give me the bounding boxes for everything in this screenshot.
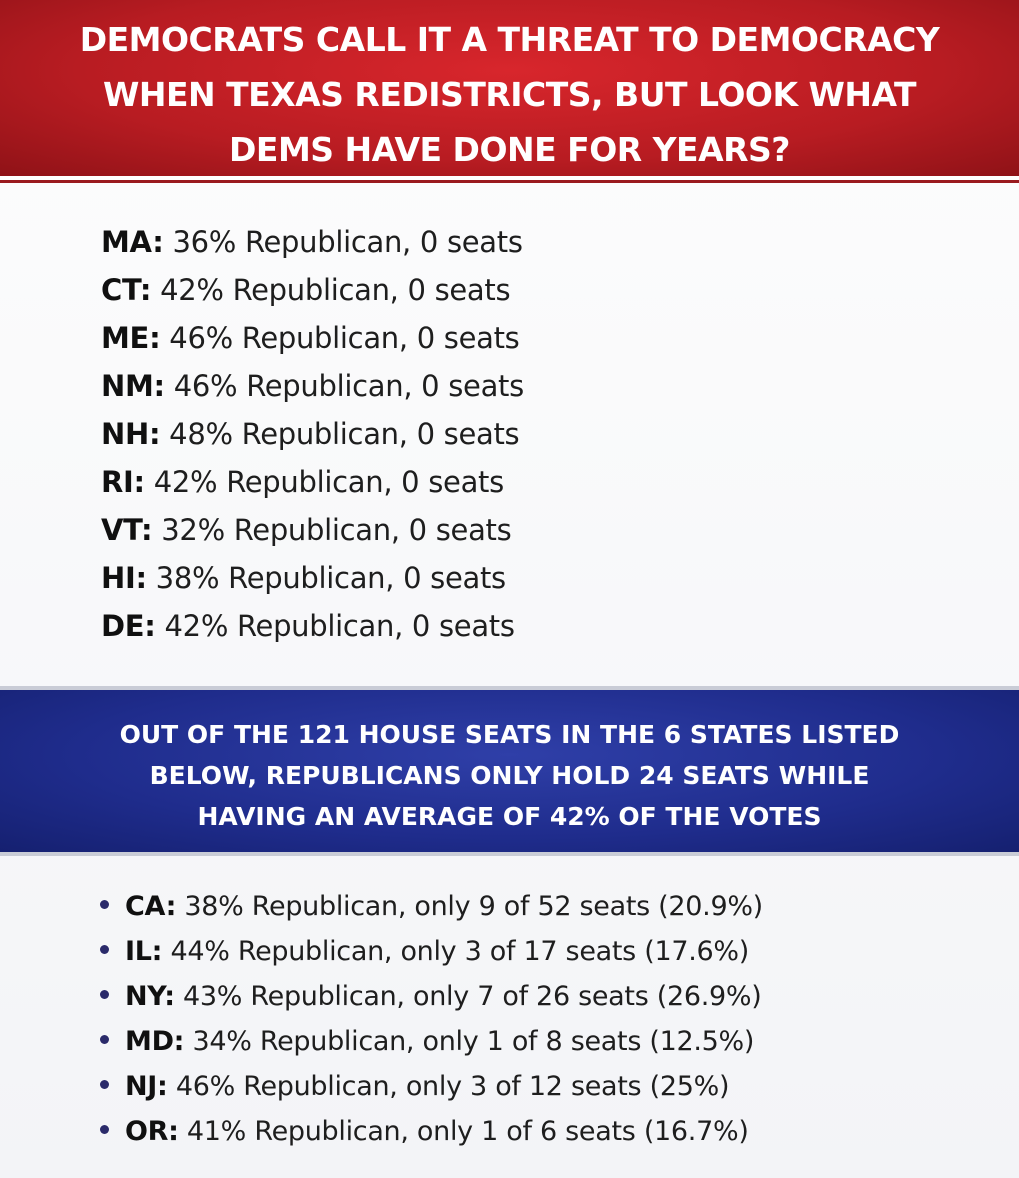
list-item: CA: 38% Republican, only 9 of 52 seats (… xyxy=(100,884,763,929)
state-code: RI: xyxy=(101,465,145,499)
state-stats: 42% Republican, 0 seats xyxy=(155,609,516,643)
state-code: HI: xyxy=(101,561,147,595)
list-item: IL: 44% Republican, only 3 of 17 seats (… xyxy=(100,929,763,974)
state-code: OR: xyxy=(125,1116,179,1147)
list-item: ME: 46% Republican, 0 seats xyxy=(101,314,524,362)
bullet-icon xyxy=(100,900,109,909)
state-code: IL: xyxy=(125,936,163,967)
state-stats: 42% Republican, 0 seats xyxy=(144,465,505,499)
state-code: CA: xyxy=(125,891,177,922)
state-code: NJ: xyxy=(125,1071,168,1102)
bullet-icon xyxy=(100,990,109,999)
header-banner: DEMOCRATS CALL IT A THREAT TO DEMOCRACY … xyxy=(0,0,1019,180)
state-stats: 41% Republican, only 1 of 6 seats (16.7%… xyxy=(178,1116,749,1147)
list-item: NY: 43% Republican, only 7 of 26 seats (… xyxy=(100,974,763,1019)
summary-line: BELOW, REPUBLICANS ONLY HOLD 24 SEATS WH… xyxy=(149,761,870,790)
state-stats: 38% Republican, only 9 of 52 seats (20.9… xyxy=(176,891,763,922)
state-stats: 43% Republican, only 7 of 26 seats (26.9… xyxy=(174,981,762,1012)
list-item: NJ: 46% Republican, only 3 of 12 seats (… xyxy=(100,1064,763,1109)
list-item: RI: 42% Republican, 0 seats xyxy=(101,458,524,506)
state-stats: 46% Republican, 0 seats xyxy=(164,369,525,403)
summary-line: HAVING AN AVERAGE OF 42% OF THE VOTES xyxy=(197,802,822,831)
zero-seat-list: MA: 36% Republican, 0 seats CT: 42% Repu… xyxy=(101,218,524,650)
state-stats: 46% Republican, 0 seats xyxy=(160,321,520,355)
state-code: MA: xyxy=(101,225,164,259)
summary-banner: OUT OF THE 121 HOUSE SEATS IN THE 6 STAT… xyxy=(0,686,1019,856)
state-code: VT: xyxy=(101,513,153,547)
list-item: OR: 41% Republican, only 1 of 6 seats (1… xyxy=(100,1109,763,1154)
state-code: ME: xyxy=(101,321,161,355)
bullet-icon xyxy=(100,945,109,954)
state-code: NY: xyxy=(125,981,175,1012)
list-item: NM: 46% Republican, 0 seats xyxy=(101,362,524,410)
list-item: MA: 36% Republican, 0 seats xyxy=(101,218,524,266)
state-stats: 32% Republican, 0 seats xyxy=(152,513,512,547)
state-code: NM: xyxy=(101,369,165,403)
bullet-icon xyxy=(100,1080,109,1089)
list-item: MD: 34% Republican, only 1 of 8 seats (1… xyxy=(100,1019,763,1064)
state-code: MD: xyxy=(125,1026,185,1057)
list-item: CT: 42% Republican, 0 seats xyxy=(101,266,524,314)
state-code: DE: xyxy=(101,609,156,643)
state-stats: 38% Republican, 0 seats xyxy=(146,561,507,595)
state-stats: 42% Republican, 0 seats xyxy=(151,273,511,307)
state-code: NH: xyxy=(101,417,161,451)
state-stats: 44% Republican, only 3 of 17 seats (17.6… xyxy=(162,936,749,967)
bullet-icon xyxy=(100,1125,109,1134)
header-line: DEMS HAVE DONE FOR YEARS? xyxy=(229,130,790,169)
state-stats: 34% Republican, only 1 of 8 seats (12.5%… xyxy=(184,1026,755,1057)
header-line: DEMOCRATS CALL IT A THREAT TO DEMOCRACY xyxy=(79,20,940,59)
seat-list: CA: 38% Republican, only 9 of 52 seats (… xyxy=(100,884,763,1154)
header-line: WHEN TEXAS REDISTRICTS, BUT LOOK WHAT xyxy=(102,75,917,114)
list-item: VT: 32% Republican, 0 seats xyxy=(101,506,524,554)
state-code: CT: xyxy=(101,273,152,307)
list-item: HI: 38% Republican, 0 seats xyxy=(101,554,524,602)
state-stats: 46% Republican, only 3 of 12 seats (25%) xyxy=(167,1071,730,1102)
summary-line: OUT OF THE 121 HOUSE SEATS IN THE 6 STAT… xyxy=(119,720,900,749)
bullet-icon xyxy=(100,1035,109,1044)
state-stats: 36% Republican, 0 seats xyxy=(163,225,523,259)
list-item: DE: 42% Republican, 0 seats xyxy=(101,602,524,650)
list-item: NH: 48% Republican, 0 seats xyxy=(101,410,524,458)
state-stats: 48% Republican, 0 seats xyxy=(160,417,520,451)
